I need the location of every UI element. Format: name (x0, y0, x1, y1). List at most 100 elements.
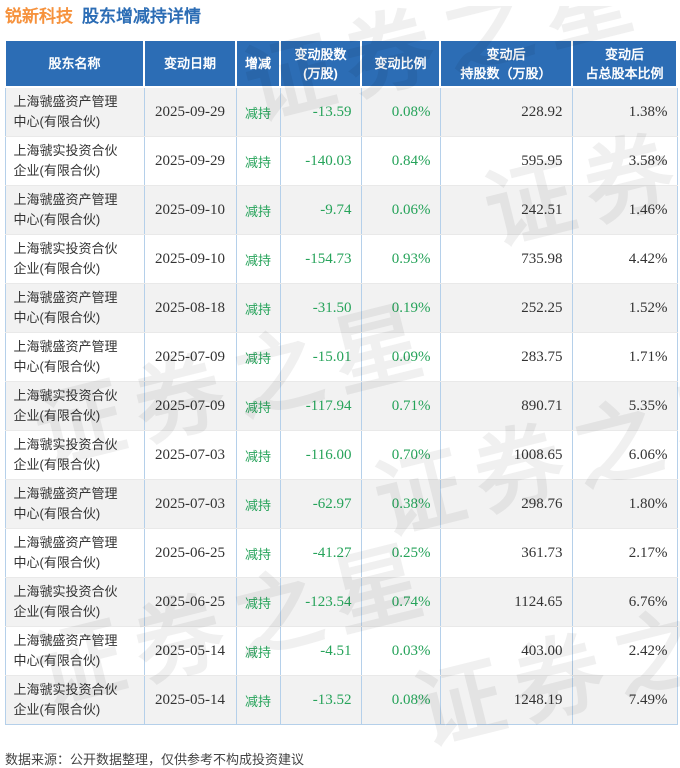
table-row: 上海虢盛资产管理中心(有限合伙) 2025-09-10 减持 -9.74 0.06% 24… (4, 185, 678, 235)
cell-name: 上海虢实投资合伙企业(有限合伙) (4, 381, 145, 431)
cell-date: 2025-09-10 (144, 185, 237, 235)
table-row: 上海虢实投资合伙企业(有限合伙) 2025-07-03 减持 -116.00 0.70%… (4, 430, 678, 480)
cell-change_shares: -13.52 (280, 675, 362, 725)
cell-change_shares: -4.51 (280, 626, 362, 676)
table-row: 上海虢实投资合伙企业(有限合伙) 2025-05-14 减持 -13.52 0.08% 1… (4, 675, 678, 725)
cell-action: 减持 (236, 577, 281, 627)
cell-action: 减持 (236, 430, 281, 480)
cell-shares_after: 890.71 (440, 381, 573, 431)
cell-shares_after: 252.25 (440, 283, 573, 333)
cell-shares_after: 403.00 (440, 626, 573, 676)
cell-date: 2025-07-03 (144, 479, 237, 529)
cell-name: 上海虢盛资产管理中心(有限合伙) (4, 87, 145, 137)
column-header-action: 增减 (235, 39, 281, 88)
table-header: 股东名称 变动日期 增减 变动股数 (万股) 变动比例 变动后 持股数（万股） 变动后 占总股本比… (4, 39, 678, 88)
cell-ratio_after: 1.38% (572, 87, 678, 137)
data-source-note: 数据来源：公开数据整理，仅供参考不构成投资建议 (5, 752, 305, 767)
cell-action: 减持 (236, 675, 281, 725)
cell-change_shares: -31.50 (280, 283, 362, 333)
cell-ratio_after: 4.42% (572, 234, 678, 284)
cell-shares_after: 228.92 (440, 87, 573, 137)
cell-date: 2025-06-25 (144, 577, 237, 627)
cell-change_ratio: 0.06% (361, 185, 441, 235)
table-row: 上海虢盛资产管理中心(有限合伙) 2025-09-29 减持 -13.59 0.08% 2… (4, 87, 678, 137)
page-title: 锐新科技 股东增减持详情 (5, 6, 680, 27)
cell-ratio_after: 7.49% (572, 675, 678, 725)
cell-change_shares: -117.94 (280, 381, 362, 431)
cell-date: 2025-09-10 (144, 234, 237, 284)
cell-action: 减持 (236, 87, 281, 137)
cell-date: 2025-08-18 (144, 283, 237, 333)
cell-name: 上海虢盛资产管理中心(有限合伙) (4, 332, 145, 382)
cell-action: 减持 (236, 626, 281, 676)
shareholder-change-table: 股东名称 变动日期 增减 变动股数 (万股) 变动比例 变动后 持股数（万股） 变动后 占总股本比… (4, 39, 678, 725)
cell-shares_after: 1248.19 (440, 675, 573, 725)
cell-change_ratio: 0.74% (361, 577, 441, 627)
cell-shares_after: 298.76 (440, 479, 573, 529)
cell-ratio_after: 1.71% (572, 332, 678, 382)
cell-action: 减持 (236, 528, 281, 578)
cell-change_ratio: 0.08% (361, 675, 441, 725)
table-row: 上海虢实投资合伙企业(有限合伙) 2025-07-09 减持 -117.94 0.71%… (4, 381, 678, 431)
cell-ratio_after: 2.17% (572, 528, 678, 578)
column-header-ratio_after: 变动后 占总股本比例 (571, 39, 678, 88)
cell-change_ratio: 0.84% (361, 136, 441, 186)
cell-date: 2025-06-25 (144, 528, 237, 578)
cell-change_shares: -62.97 (280, 479, 362, 529)
cell-name: 上海虢实投资合伙企业(有限合伙) (4, 234, 145, 284)
cell-change_ratio: 0.19% (361, 283, 441, 333)
cell-shares_after: 1008.65 (440, 430, 573, 480)
cell-change_shares: -123.54 (280, 577, 362, 627)
cell-action: 减持 (236, 136, 281, 186)
cell-ratio_after: 1.80% (572, 479, 678, 529)
cell-change_ratio: 0.38% (361, 479, 441, 529)
cell-name: 上海虢盛资产管理中心(有限合伙) (4, 283, 145, 333)
table-row: 上海虢盛资产管理中心(有限合伙) 2025-05-14 减持 -4.51 0.03% 40… (4, 626, 678, 676)
cell-name: 上海虢盛资产管理中心(有限合伙) (4, 185, 145, 235)
cell-change_shares: -154.73 (280, 234, 362, 284)
cell-date: 2025-09-29 (144, 136, 237, 186)
cell-name: 上海虢实投资合伙企业(有限合伙) (4, 577, 145, 627)
cell-change_ratio: 0.03% (361, 626, 441, 676)
cell-shares_after: 595.95 (440, 136, 573, 186)
cell-change_shares: -116.00 (280, 430, 362, 480)
cell-change_ratio: 0.08% (361, 87, 441, 137)
cell-name: 上海虢盛资产管理中心(有限合伙) (4, 528, 145, 578)
cell-change_ratio: 0.70% (361, 430, 441, 480)
table-body: 上海虢盛资产管理中心(有限合伙) 2025-09-29 减持 -13.59 0.08% 2… (4, 87, 678, 725)
cell-shares_after: 1124.65 (440, 577, 573, 627)
cell-date: 2025-05-14 (144, 675, 237, 725)
cell-ratio_after: 1.52% (572, 283, 678, 333)
cell-ratio_after: 3.58% (572, 136, 678, 186)
table-row: 上海虢实投资合伙企业(有限合伙) 2025-09-10 减持 -154.73 0.93%… (4, 234, 678, 284)
cell-change_shares: -9.74 (280, 185, 362, 235)
stock-name: 锐新科技 (5, 7, 73, 26)
table-row: 上海虢盛资产管理中心(有限合伙) 2025-06-25 减持 -41.27 0.25% 3… (4, 528, 678, 578)
cell-date: 2025-07-09 (144, 332, 237, 382)
cell-shares_after: 361.73 (440, 528, 573, 578)
cell-change_shares: -13.59 (280, 87, 362, 137)
cell-name: 上海虢实投资合伙企业(有限合伙) (4, 136, 145, 186)
cell-change_ratio: 0.93% (361, 234, 441, 284)
column-header-change_shares: 变动股数 (万股) (279, 39, 362, 88)
cell-action: 减持 (236, 479, 281, 529)
cell-name: 上海虢实投资合伙企业(有限合伙) (4, 675, 145, 725)
cell-date: 2025-07-09 (144, 381, 237, 431)
cell-change_shares: -41.27 (280, 528, 362, 578)
cell-action: 减持 (236, 283, 281, 333)
cell-ratio_after: 6.06% (572, 430, 678, 480)
cell-name: 上海虢盛资产管理中心(有限合伙) (4, 479, 145, 529)
cell-ratio_after: 6.76% (572, 577, 678, 627)
cell-change_ratio: 0.09% (361, 332, 441, 382)
table-header-row: 股东名称 变动日期 增减 变动股数 (万股) 变动比例 变动后 持股数（万股） 变动后 占总股本比… (4, 39, 678, 88)
cell-action: 减持 (236, 234, 281, 284)
table-row: 上海虢实投资合伙企业(有限合伙) 2025-06-25 减持 -123.54 0.74%… (4, 577, 678, 627)
cell-shares_after: 283.75 (440, 332, 573, 382)
table-row: 上海虢盛资产管理中心(有限合伙) 2025-08-18 减持 -31.50 0.19% 2… (4, 283, 678, 333)
cell-date: 2025-09-29 (144, 87, 237, 137)
cell-ratio_after: 5.35% (572, 381, 678, 431)
report-title: 股东增减持详情 (82, 7, 201, 26)
cell-action: 减持 (236, 185, 281, 235)
cell-action: 减持 (236, 381, 281, 431)
column-header-date: 变动日期 (143, 39, 237, 88)
